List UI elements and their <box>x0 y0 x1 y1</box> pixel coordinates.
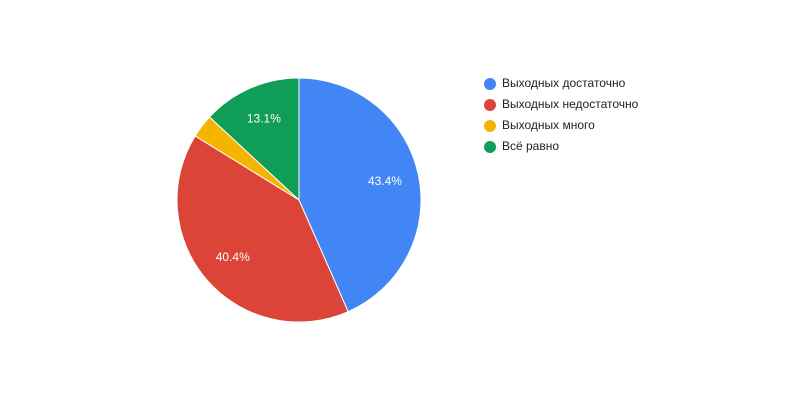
legend-label: Выходных недостаточно <box>502 97 639 111</box>
slice-label: 13.1% <box>247 112 281 126</box>
legend-marker <box>484 141 496 153</box>
slice-label: 40.4% <box>216 250 250 264</box>
legend-label: Выходных много <box>502 118 595 132</box>
pie-slice <box>298 77 422 313</box>
pie-slice <box>176 135 349 323</box>
legend-label: Всё равно <box>502 139 559 153</box>
pie-slice <box>208 77 300 202</box>
legend-marker <box>484 78 496 90</box>
legend-marker <box>484 120 496 132</box>
slice-label: 43.4% <box>368 174 402 188</box>
legend-label: Выходных достаточно <box>502 76 626 90</box>
legend-marker <box>484 99 496 111</box>
